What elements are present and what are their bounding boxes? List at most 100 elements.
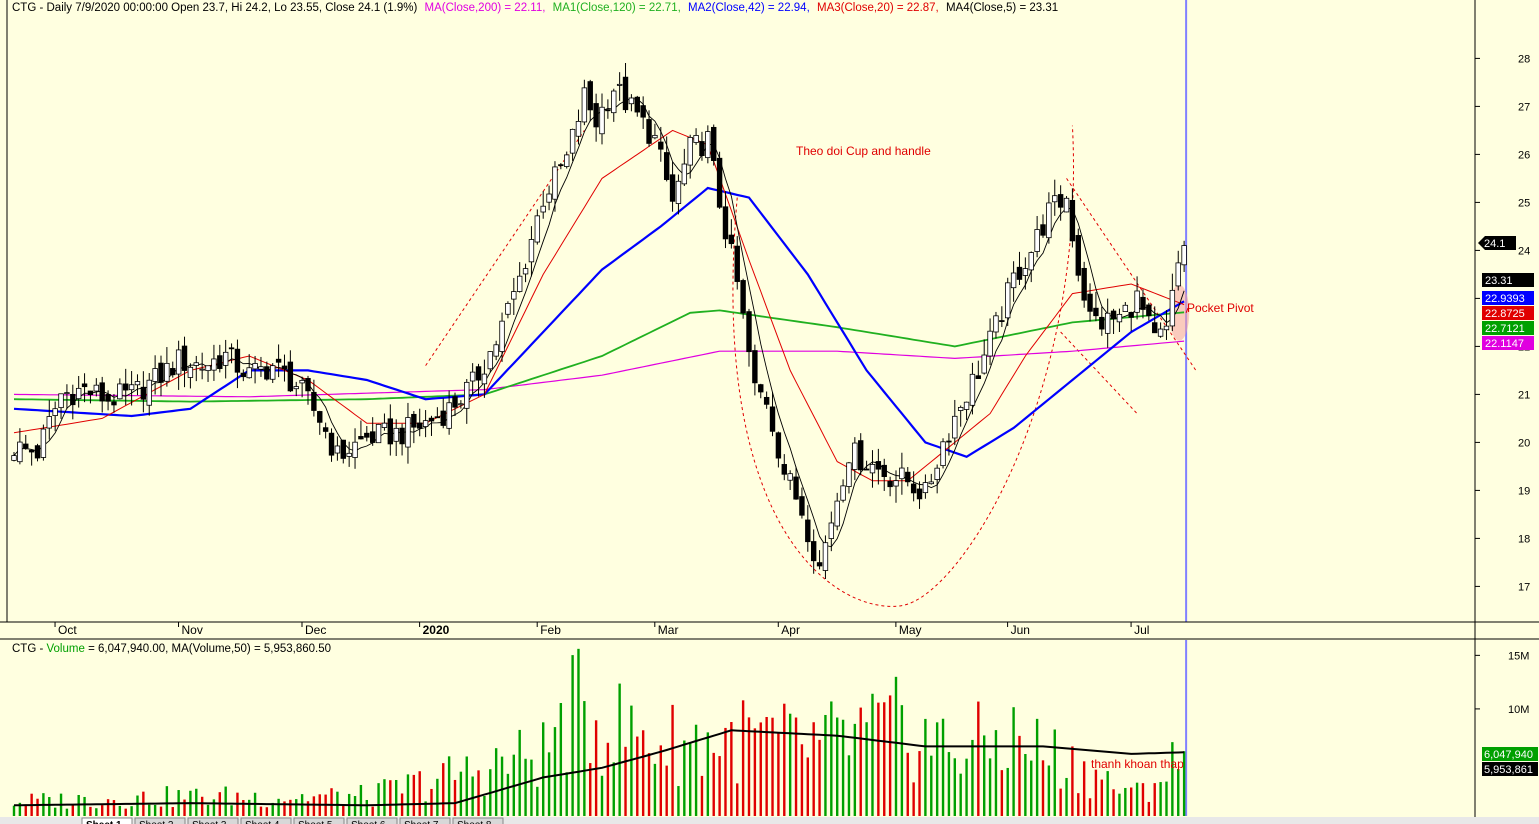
candle[interactable]: [17, 428, 23, 465]
volume-bar-down[interactable]: [1082, 761, 1086, 816]
sheet-tab[interactable]: Sheet 3: [187, 817, 239, 824]
volume-bar-up[interactable]: [230, 805, 233, 816]
candle[interactable]: [199, 352, 205, 380]
volume-bar-down[interactable]: [442, 763, 445, 816]
candle[interactable]: [928, 473, 934, 485]
candle[interactable]: [705, 125, 711, 164]
candle[interactable]: [546, 185, 552, 211]
volume-bar-down[interactable]: [589, 763, 592, 816]
volume-bar-down[interactable]: [918, 751, 921, 816]
volume-bars[interactable]: [12, 648, 1186, 816]
volume-bar-up[interactable]: [271, 802, 274, 816]
candle[interactable]: [258, 356, 264, 377]
candle[interactable]: [910, 471, 917, 502]
volume-bar-down[interactable]: [1071, 746, 1074, 816]
volume-bar-down[interactable]: [806, 757, 809, 816]
volume-bar-down[interactable]: [89, 806, 92, 816]
volume-bar-up[interactable]: [130, 806, 133, 816]
volume-bar-up[interactable]: [1106, 771, 1109, 816]
volume-bar-down[interactable]: [312, 796, 316, 816]
candle[interactable]: [628, 94, 635, 112]
volume-bar-up[interactable]: [577, 648, 580, 816]
volume-bar-up[interactable]: [959, 773, 962, 816]
volume-bar-down[interactable]: [906, 752, 909, 816]
candle[interactable]: [358, 420, 364, 440]
volume-bar-down[interactable]: [71, 804, 74, 816]
candle[interactable]: [834, 492, 840, 531]
candle[interactable]: [1175, 250, 1181, 291]
volume-bar-down[interactable]: [183, 799, 186, 816]
candle[interactable]: [1134, 276, 1140, 320]
candle[interactable]: [299, 376, 305, 398]
candle[interactable]: [1022, 257, 1029, 290]
sheet-tab-bar[interactable]: Sheet 1 Sheet 2 Sheet 3 Sheet 4 Sheet 5 Sheet…: [0, 817, 1539, 824]
candle[interactable]: [58, 393, 64, 419]
candle[interactable]: [1140, 289, 1146, 319]
volume-bar-up[interactable]: [165, 786, 169, 816]
candle[interactable]: [963, 401, 970, 420]
volume-bar-up[interactable]: [553, 727, 557, 816]
candle[interactable]: [246, 354, 252, 379]
candle[interactable]: [863, 460, 870, 471]
volume-bar-down[interactable]: [859, 707, 862, 816]
volume-bar-down[interactable]: [112, 800, 116, 816]
volume-bar-down[interactable]: [606, 742, 610, 816]
volume-bar-up[interactable]: [683, 740, 686, 816]
candle[interactable]: [487, 351, 493, 373]
volume-bar-down[interactable]: [453, 779, 457, 816]
volume-bar-up[interactable]: [295, 799, 298, 816]
volume-bar-up[interactable]: [677, 786, 680, 816]
candle[interactable]: [499, 312, 505, 362]
candle[interactable]: [446, 390, 452, 435]
candle[interactable]: [899, 452, 905, 495]
candle[interactable]: [464, 379, 470, 424]
candle[interactable]: [458, 400, 464, 409]
volume-bar-down[interactable]: [912, 782, 915, 816]
volume-bar-up[interactable]: [95, 808, 98, 816]
volume-bar-down[interactable]: [753, 728, 757, 816]
candle[interactable]: [164, 347, 170, 387]
candle[interactable]: [399, 423, 405, 456]
candle[interactable]: [93, 378, 100, 397]
volume-bar-up[interactable]: [1177, 769, 1180, 816]
candle[interactable]: [810, 529, 817, 574]
sheet-tab[interactable]: Sheet 2: [134, 817, 186, 824]
candle[interactable]: [593, 93, 599, 142]
volume-bar-down[interactable]: [736, 783, 739, 816]
volume-bar-up[interactable]: [359, 784, 363, 816]
candle[interactable]: [317, 410, 323, 435]
volume-bar-up[interactable]: [612, 762, 615, 816]
candle[interactable]: [540, 191, 546, 219]
candle[interactable]: [975, 360, 982, 379]
candle[interactable]: [40, 424, 47, 461]
candle[interactable]: [1063, 196, 1070, 213]
candle[interactable]: [752, 344, 758, 396]
volume-bar-down[interactable]: [36, 798, 39, 816]
volume-bar-down[interactable]: [777, 732, 780, 816]
candle[interactable]: [1087, 283, 1093, 322]
candle[interactable]: [264, 361, 270, 381]
volume-bar-down[interactable]: [800, 744, 804, 816]
candle[interactable]: [769, 391, 776, 437]
volume-bar-up[interactable]: [841, 719, 845, 816]
volume-bar-up[interactable]: [1171, 742, 1174, 816]
candle[interactable]: [587, 79, 593, 122]
volume-bar-up[interactable]: [83, 796, 86, 816]
volume-bar-down[interactable]: [647, 753, 651, 816]
volume-bar-up[interactable]: [947, 752, 951, 816]
volume-bar-up[interactable]: [494, 748, 498, 816]
volume-bar-down[interactable]: [700, 775, 704, 816]
volume-bar-down[interactable]: [306, 801, 310, 816]
volume-bar-down[interactable]: [741, 700, 745, 816]
candle[interactable]: [787, 470, 793, 490]
volume-bar-up[interactable]: [542, 722, 545, 816]
candle[interactable]: [311, 379, 317, 417]
candle[interactable]: [646, 110, 652, 147]
volume-bar-up[interactable]: [471, 776, 474, 816]
candle[interactable]: [934, 464, 940, 494]
candle[interactable]: [252, 355, 258, 384]
volume-bar-up[interactable]: [383, 779, 386, 816]
volume-bar-down[interactable]: [1088, 798, 1092, 816]
candle[interactable]: [663, 136, 670, 182]
volume-bar-up[interactable]: [618, 683, 621, 816]
